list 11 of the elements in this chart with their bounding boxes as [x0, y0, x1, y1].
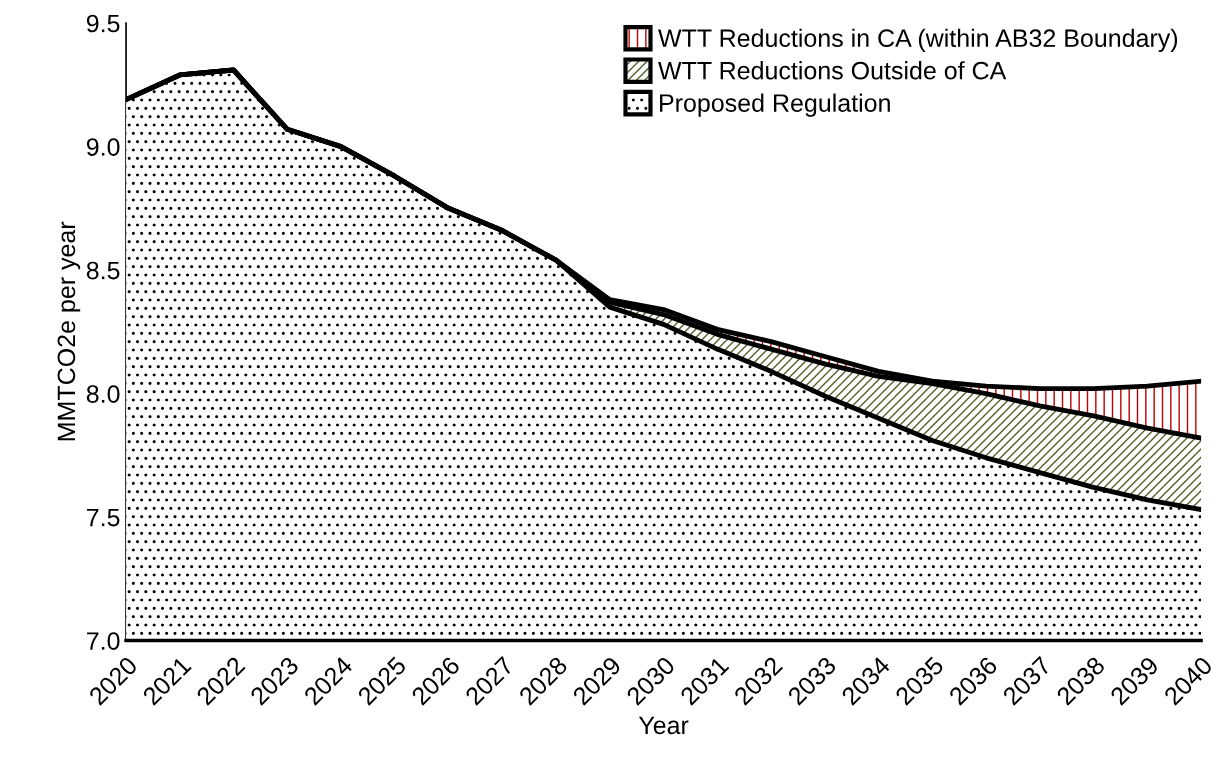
- legend-label: Proposed Regulation: [660, 93, 890, 117]
- y-tick-label: 9.5: [86, 14, 120, 33]
- legend-label: WTT Reductions in CA (within AB32 Boundary): [658, 28, 1178, 52]
- legend-label: WTT Reductions Outside of CA: [658, 61, 1007, 80]
- y-tick-label: 8.0: [86, 385, 120, 403]
- y-tick-label: 7.0: [87, 632, 120, 650]
- y-tick-label: 9.0: [86, 138, 120, 156]
- x-axis-title: Year: [638, 716, 689, 735]
- y-tick-label: 8.5: [86, 261, 120, 280]
- y-tick-label: 7.5: [87, 508, 120, 527]
- y-axis-title: MMTCO2e per year: [57, 221, 81, 441]
